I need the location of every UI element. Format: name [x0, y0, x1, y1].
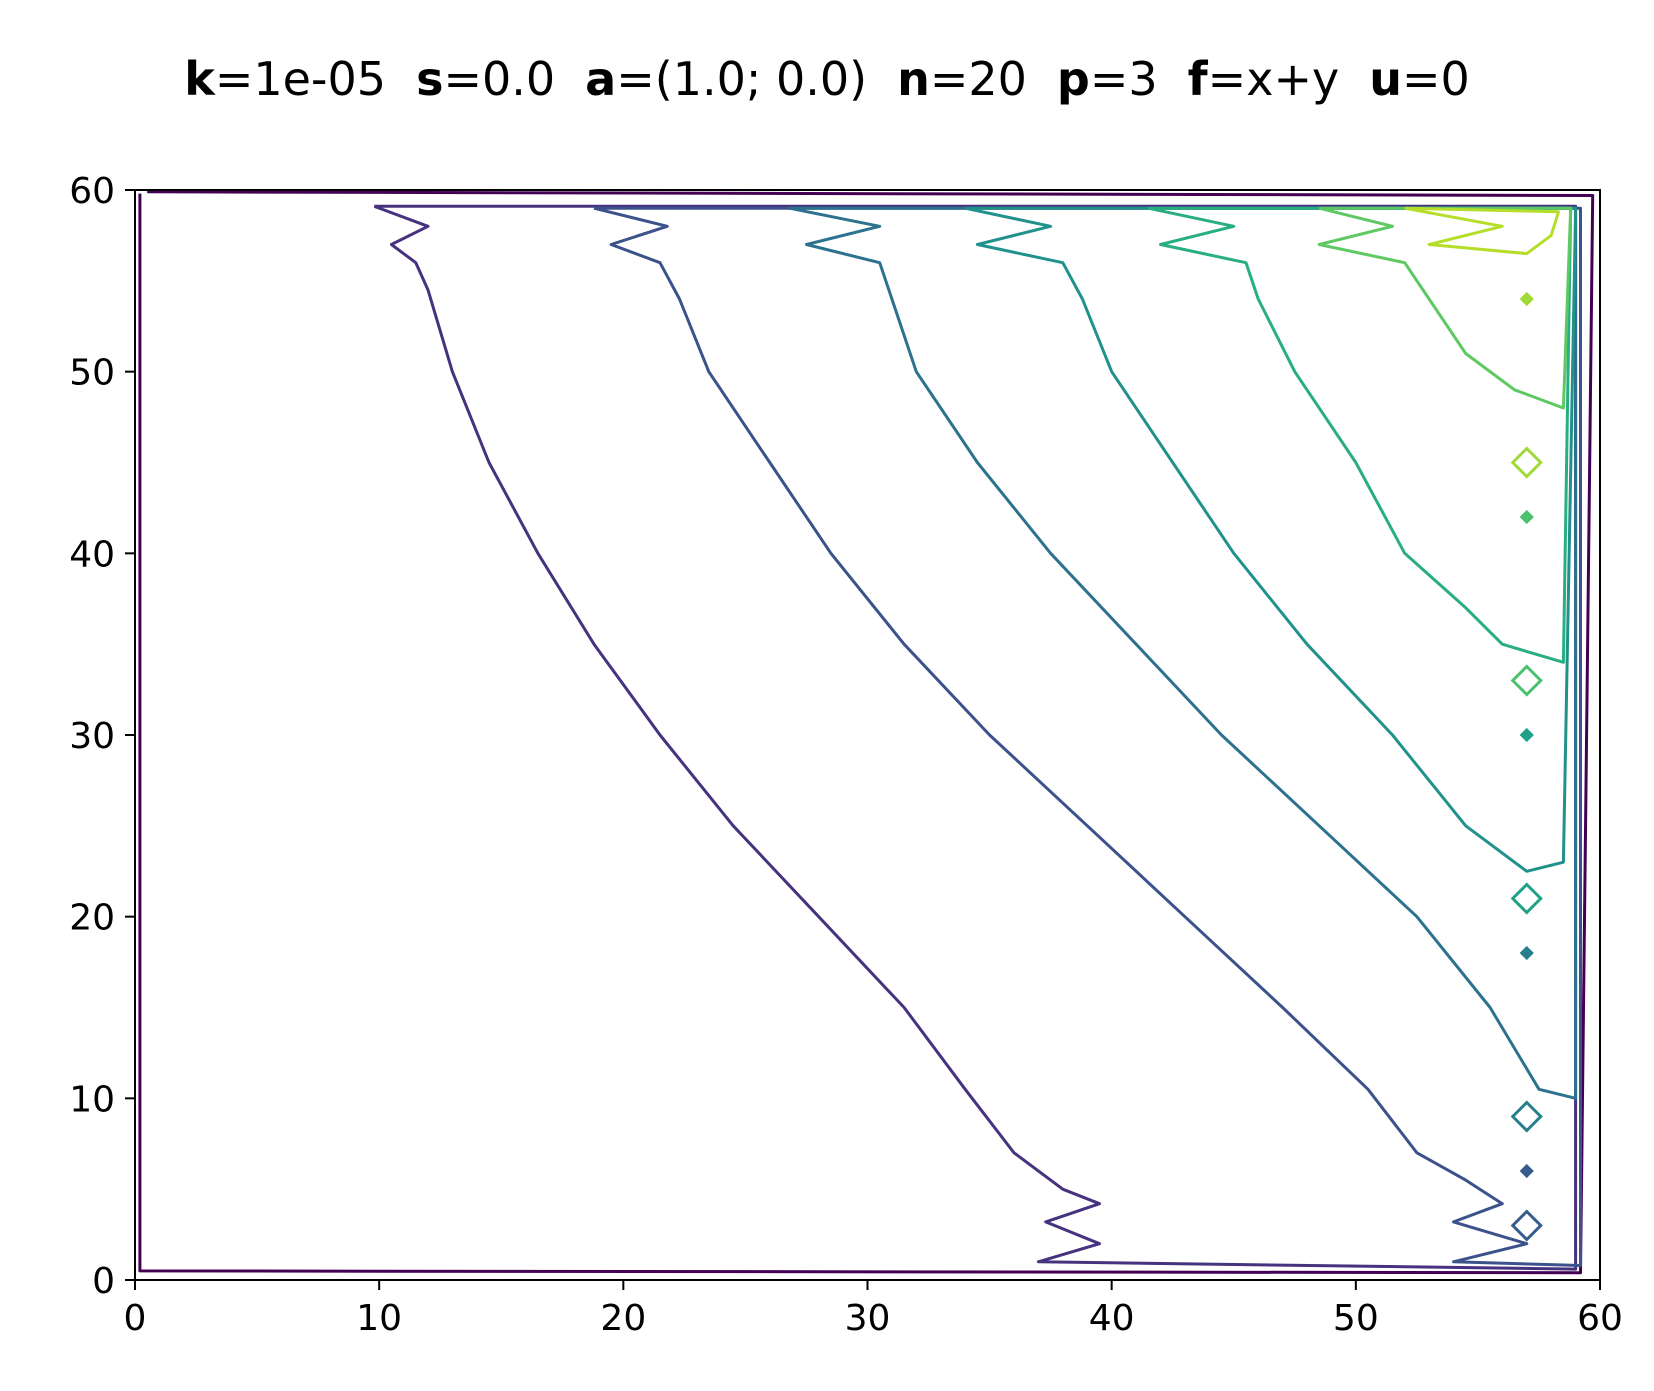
contour-line-3	[789, 206, 1578, 1100]
title-key-s: s	[416, 52, 443, 106]
contour-line-1	[373, 204, 1578, 1271]
title-key-k: k	[184, 52, 216, 106]
contour-line-7	[1404, 206, 1560, 256]
x-tick-label: 0	[124, 1298, 147, 1339]
title-value-n: =20	[930, 52, 1027, 106]
contour-ring-0	[1519, 291, 1534, 307]
x-tick-label: 30	[845, 1298, 891, 1339]
y-axis: 0 10 20 30 40 50 60	[69, 171, 135, 1302]
y-tick-label: 40	[69, 534, 115, 575]
x-tick-label: 40	[1089, 1298, 1135, 1339]
contour-ring-5	[1510, 882, 1543, 915]
contour-ring-1	[1510, 446, 1543, 479]
contour-line-5	[1147, 206, 1573, 664]
axes-frame	[134, 189, 1601, 1281]
contour-ring-3	[1510, 664, 1543, 697]
title-key-f: f	[1188, 52, 1209, 106]
title-value-s: =0.0	[443, 52, 555, 106]
contour-line-0	[138, 190, 1595, 1275]
contour-ring-2	[1519, 509, 1534, 525]
title-key-a: a	[585, 52, 616, 106]
x-tick-label: 50	[1333, 1298, 1379, 1339]
y-tick-label: 60	[69, 171, 115, 212]
contour-line-6	[1317, 206, 1573, 410]
title-value-a: =(1.0; 0.0)	[616, 52, 867, 106]
contour-ring-4	[1519, 727, 1534, 743]
x-tick-label: 10	[356, 1298, 402, 1339]
title-value-p: =3	[1090, 52, 1158, 106]
y-tick-label: 0	[92, 1261, 115, 1302]
contour-ring-9	[1510, 1209, 1543, 1242]
chart-title: k=1e-05 s=0.0 a=(1.0; 0.0) n=20 p=3 f=x+y u=0	[184, 52, 1470, 106]
x-tick-label: 60	[1577, 1298, 1623, 1339]
x-tick-label: 20	[600, 1298, 646, 1339]
contour-line-2	[593, 206, 1582, 1267]
plot-area	[138, 190, 1595, 1275]
contour-line-4	[964, 206, 1578, 873]
title-value-f: =x+y	[1208, 52, 1340, 106]
x-axis: 0 10 20 30 40 50 60	[124, 1280, 1623, 1339]
title-value-u: =0	[1402, 52, 1470, 106]
y-tick-label: 10	[69, 1079, 115, 1120]
title-value-k: =1e-05	[215, 52, 386, 106]
title-key-p: p	[1057, 52, 1090, 106]
title-key-n: n	[897, 52, 930, 106]
contour-ring-8	[1519, 1163, 1534, 1179]
contour-ring-6	[1519, 945, 1534, 961]
y-tick-label: 30	[69, 716, 115, 757]
y-tick-label: 20	[69, 898, 115, 939]
contour-ring-7	[1510, 1100, 1543, 1133]
y-tick-label: 50	[69, 353, 115, 394]
title-key-u: u	[1369, 52, 1402, 106]
